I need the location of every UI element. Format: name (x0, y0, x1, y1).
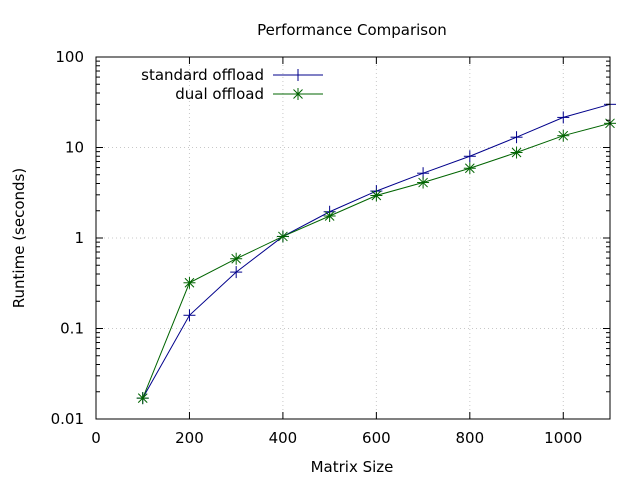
x-tick-label: 200 (175, 429, 204, 447)
grid-layer (96, 57, 610, 419)
data-point-dual-offload (510, 146, 523, 159)
y-tick-label: 0.1 (60, 320, 84, 338)
tick-layer: 0 200 400 600 800 1000 0.01 0.1 1 10 100 (51, 48, 610, 447)
star-marker-d2 (231, 253, 242, 264)
star-marker-d2 (278, 231, 288, 242)
x-tick-label: 600 (362, 429, 391, 447)
legend-point-standard-offload (292, 69, 304, 81)
x-axis-label: Matrix Size (311, 458, 394, 476)
data-point-standard-offload (463, 150, 476, 163)
data-point-dual-offload (136, 392, 149, 405)
x-tick-label: 400 (269, 429, 298, 447)
data-point-dual-offload (417, 176, 430, 189)
legend-marker-dual-offload (292, 88, 304, 100)
star-marker-d2 (137, 393, 148, 403)
star-marker-d2 (418, 177, 428, 188)
x-tick-label: 800 (455, 429, 484, 447)
star-marker-d2 (558, 130, 569, 141)
star-marker-d2 (371, 190, 382, 201)
series-line-standard-offload (142, 103, 611, 399)
data-point-dual-offload (230, 252, 243, 265)
legend-marker-standard-offload (292, 69, 304, 81)
data-point-dual-offload (276, 230, 289, 243)
legend-point-dual-offload (292, 88, 304, 100)
y-tick-label: 0.01 (51, 410, 84, 428)
data-point-standard-offload (183, 309, 196, 322)
data-point-dual-offload (183, 276, 196, 289)
x-tick-label: 1000 (544, 429, 582, 447)
data-point-dual-offload (370, 189, 383, 202)
legend-label-dual-offload: dual offload (175, 85, 264, 103)
data-point-standard-offload (557, 111, 570, 124)
data-point-standard-offload (230, 266, 243, 279)
star-marker-d2 (324, 211, 335, 221)
y-tick-label: 1 (74, 229, 84, 247)
data-point-dual-offload (323, 210, 336, 223)
y-tick-label: 100 (55, 48, 84, 66)
legend-label-standard-offload: standard offload (141, 66, 264, 84)
data-point-standard-offload (510, 131, 523, 144)
data-point-dual-offload (557, 129, 570, 142)
data-point-dual-offload (463, 162, 476, 175)
series-layer (136, 98, 616, 405)
star-marker-d2 (464, 163, 475, 174)
chart-title: Performance Comparison (257, 21, 447, 39)
x-tick-label: 0 (91, 429, 101, 447)
star-marker-d2 (293, 89, 303, 99)
legend: standard offload dual offload (141, 66, 323, 103)
star-marker-d2 (511, 147, 522, 158)
star-marker-d2 (184, 277, 195, 288)
y-axis-label: Runtime (seconds) (10, 168, 28, 308)
y-tick-label: 10 (65, 139, 84, 157)
series-line-dual-offload (142, 122, 611, 399)
